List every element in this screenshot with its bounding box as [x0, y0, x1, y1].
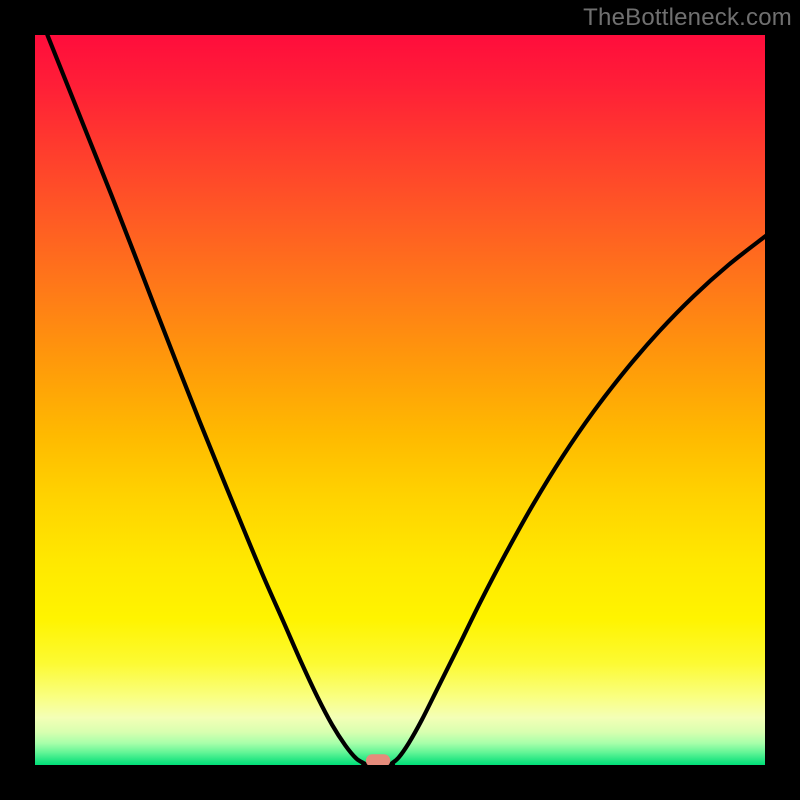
bottleneck-chart	[0, 0, 800, 800]
watermark-text: TheBottleneck.com	[583, 4, 792, 32]
chart-frame: TheBottleneck.com	[0, 0, 800, 800]
plot-background-gradient	[35, 35, 765, 765]
optimum-marker	[366, 755, 389, 767]
